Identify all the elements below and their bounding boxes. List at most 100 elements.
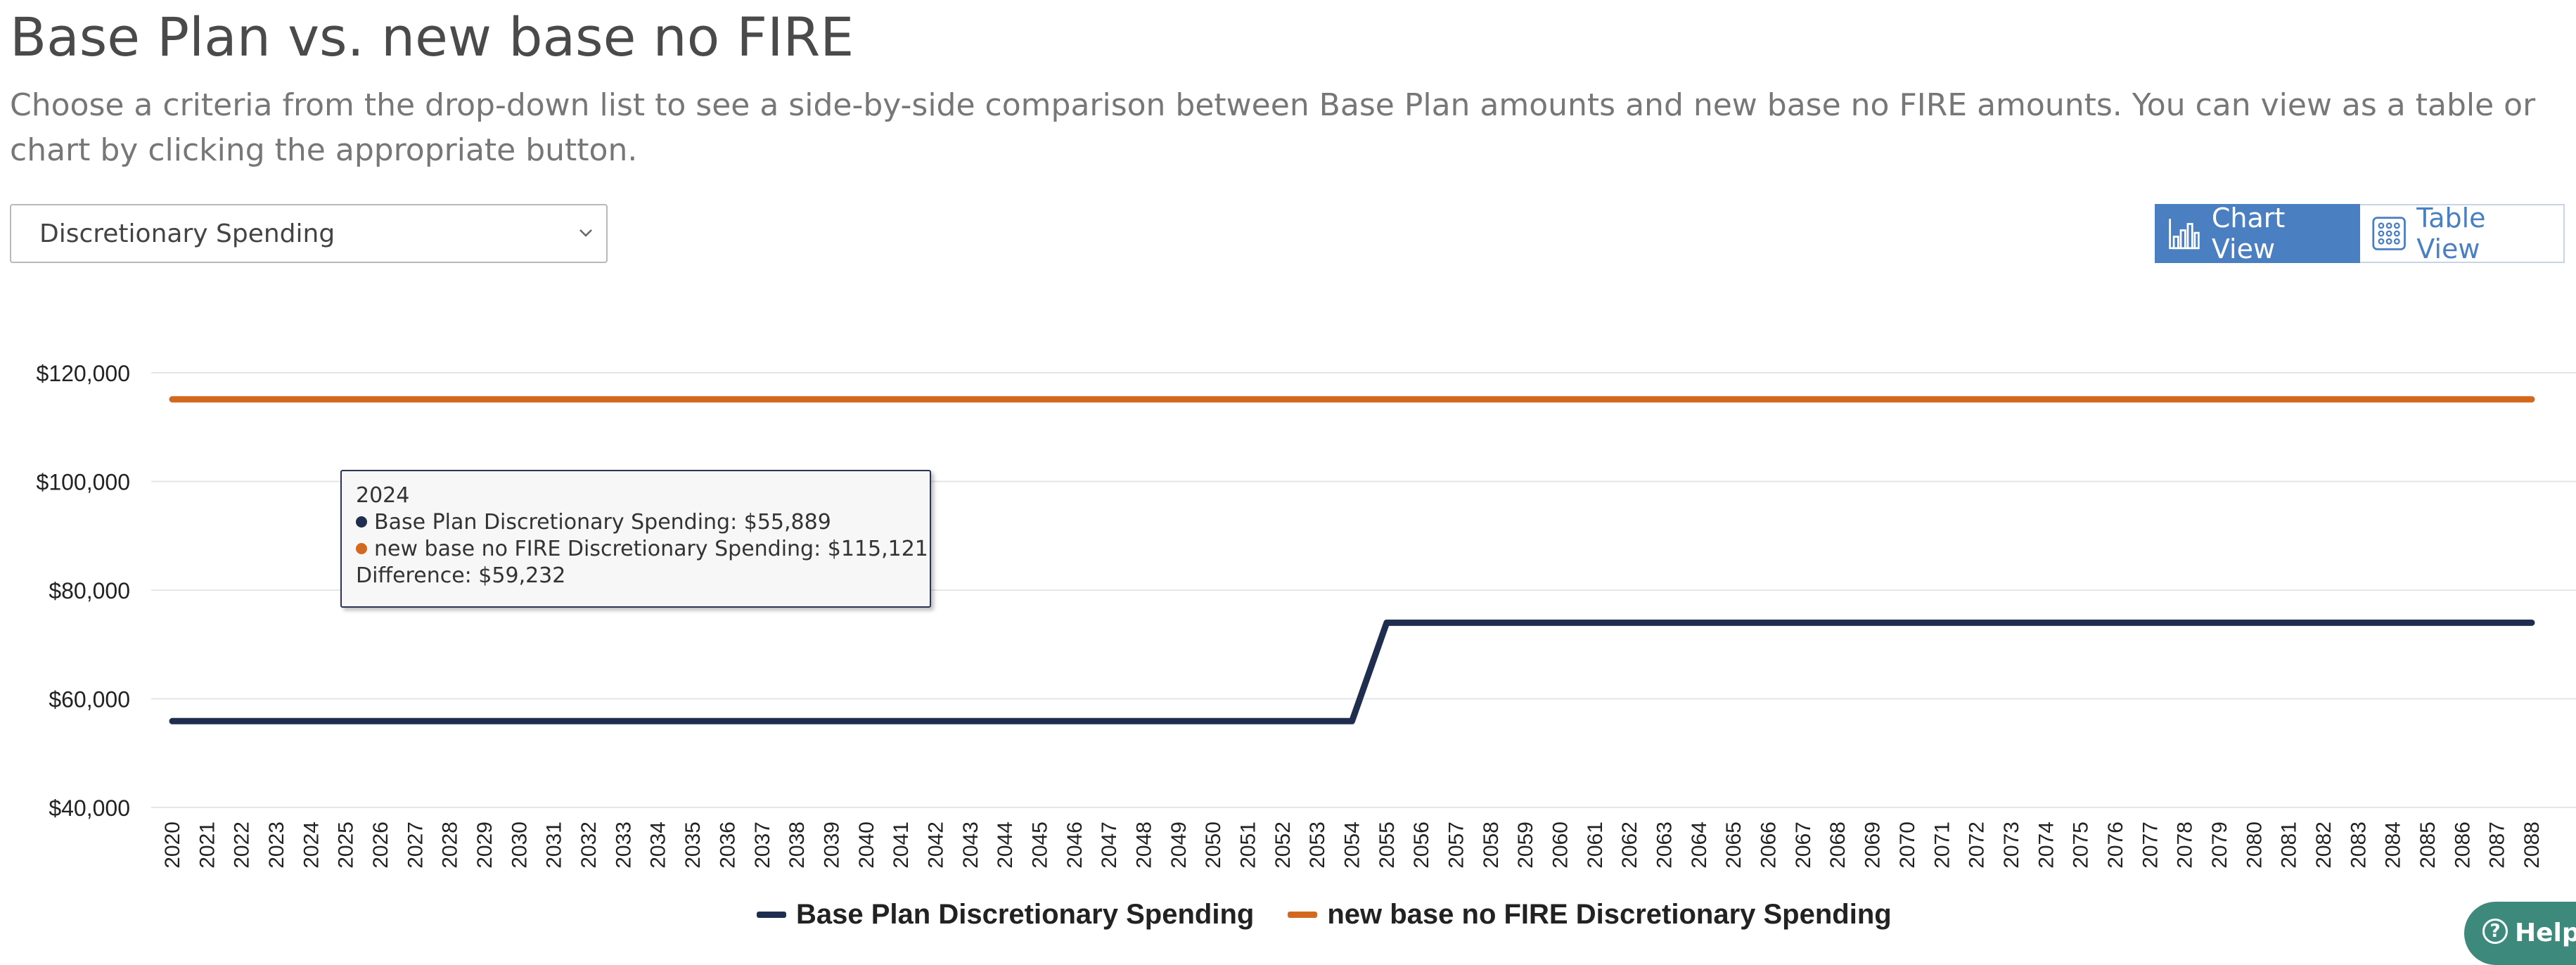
line-chart: $40,000 $60,000 $80,000 $100,000 $120,000 202… <box>37 361 2576 869</box>
x-tick-label: 2071 <box>1930 822 1954 869</box>
question-icon: ? <box>2482 919 2508 944</box>
x-tick-label: 2035 <box>681 822 705 869</box>
y-tick-label: $40,000 <box>49 795 130 821</box>
x-tick-label: 2023 <box>265 822 288 869</box>
x-tick-label: 2057 <box>1445 822 1468 869</box>
x-tick-label: 2059 <box>1514 822 1537 869</box>
x-tick-label: 2028 <box>439 822 462 869</box>
x-tick-label: 2033 <box>612 822 635 869</box>
x-tick-label: 2077 <box>2139 822 2162 869</box>
x-tick-label: 2062 <box>1618 822 1641 869</box>
bar-chart-icon <box>2169 219 2200 250</box>
x-tick-label: 2066 <box>1757 822 1781 869</box>
chart-tooltip: 2024 Base Plan Discretionary Spending: $… <box>340 470 931 608</box>
x-tick-label: 2086 <box>2451 822 2474 869</box>
x-tick-label: 2044 <box>994 822 1017 869</box>
legend-swatch-nofire <box>1288 912 1318 918</box>
x-tick-label: 2076 <box>2104 822 2127 869</box>
x-tick-label: 2067 <box>1792 822 1815 869</box>
x-tick-label: 2036 <box>716 822 739 869</box>
legend-item-nofire[interactable]: new base no FIRE Discretionary Spending <box>1288 899 1892 931</box>
legend-swatch-base <box>757 912 786 918</box>
help-button[interactable]: ? Help <box>2464 902 2576 965</box>
x-tick-label: 2026 <box>369 822 392 869</box>
tooltip-row-base: Base Plan Discretionary Spending: $55,88… <box>356 509 930 536</box>
series-dot-base <box>356 516 367 528</box>
x-tick-label: 2060 <box>1549 822 1572 869</box>
chart-view-button[interactable]: Chart View <box>2155 203 2360 264</box>
help-label: Help <box>2515 919 2576 947</box>
legend-label-base: Base Plan Discretionary Spending <box>796 899 1255 930</box>
legend-label-nofire: new base no FIRE Discretionary Spending <box>1327 899 1892 930</box>
page-title: Base Plan vs. new base no FIRE <box>10 6 854 68</box>
x-tick-label: 2069 <box>1861 822 1885 869</box>
x-tick-label: 2041 <box>890 822 913 869</box>
chevron-down-icon <box>579 229 592 237</box>
x-tick-label: 2038 <box>786 822 809 869</box>
x-tick-label: 2085 <box>2416 822 2440 869</box>
x-tick-label: 2039 <box>820 822 843 869</box>
x-tick-label: 2078 <box>2174 822 2197 869</box>
chart-view-label: Chart View <box>2211 203 2286 264</box>
x-tick-label: 2029 <box>473 822 496 869</box>
x-tick-label: 2049 <box>1167 822 1191 869</box>
x-tick-label: 2048 <box>1132 822 1155 869</box>
x-tick-label: 2070 <box>1896 822 1919 869</box>
view-toggle: Chart View Table View <box>2155 203 2565 264</box>
chart-legend: Base Plan Discretionary Spending new bas… <box>757 899 1925 931</box>
x-tick-label: 2031 <box>543 822 566 869</box>
x-tick-label: 2080 <box>2243 822 2266 869</box>
x-tick-label: 2065 <box>1722 822 1745 869</box>
series-dot-nofire <box>356 543 367 554</box>
x-tick-label: 2042 <box>924 822 947 869</box>
tooltip-nofire-text: new base no FIRE Discretionary Spending:… <box>374 537 928 561</box>
x-tick-label: 2021 <box>196 822 219 869</box>
tooltip-base-text: Base Plan Discretionary Spending: $55,88… <box>374 510 831 535</box>
x-tick-label: 2034 <box>647 822 670 869</box>
table-view-label: Table View <box>2416 203 2486 264</box>
x-tick-label: 2052 <box>1271 822 1295 869</box>
y-tick-label: $100,000 <box>37 470 130 495</box>
y-tick-label: $80,000 <box>49 578 130 603</box>
tooltip-row-nofire: new base no FIRE Discretionary Spending:… <box>356 536 930 563</box>
x-tick-label: 2081 <box>2278 822 2301 869</box>
x-tick-label: 2056 <box>1410 822 1433 869</box>
table-view-button[interactable]: Table View <box>2360 203 2565 264</box>
x-tick-label: 2040 <box>855 822 878 869</box>
x-tick-label: 2058 <box>1480 822 1503 869</box>
x-tick-label: 2037 <box>751 822 774 869</box>
x-tick-label: 2072 <box>1966 822 1989 869</box>
x-tick-label: 2046 <box>1063 822 1087 869</box>
x-tick-label: 2051 <box>1236 822 1260 869</box>
legend-item-base[interactable]: Base Plan Discretionary Spending <box>757 899 1254 931</box>
x-tick-label: 2025 <box>335 822 358 869</box>
tooltip-year: 2024 <box>356 483 410 508</box>
series-line-base <box>169 619 2535 724</box>
x-tick-label: 2045 <box>1028 822 1051 869</box>
x-tick-label: 2022 <box>231 822 254 869</box>
x-tick-label: 2087 <box>2486 822 2509 869</box>
x-tick-label: 2043 <box>959 822 982 869</box>
x-tick-label: 2074 <box>2034 822 2058 869</box>
x-tick-label: 2083 <box>2347 822 2370 869</box>
page-description: Choose a criteria from the drop-down lis… <box>10 87 2536 168</box>
x-tick-label: 2027 <box>404 822 427 869</box>
x-tick-label: 2054 <box>1341 822 1364 869</box>
x-tick-label: 2068 <box>1826 822 1850 869</box>
y-tick-label: $120,000 <box>37 361 130 386</box>
x-tick-label: 2084 <box>2382 822 2405 869</box>
x-tick-label: 2061 <box>1584 822 1607 869</box>
x-tick-label: 2047 <box>1098 822 1121 869</box>
x-tick-label: 2082 <box>2312 822 2335 869</box>
criteria-selected-value: Discretionary Spending <box>39 219 335 248</box>
x-tick-label: 2075 <box>2070 822 2093 869</box>
table-grid-icon <box>2372 217 2406 250</box>
x-tick-label: 2020 <box>161 822 184 869</box>
x-tick-label: 2055 <box>1376 822 1399 869</box>
x-tick-label: 2032 <box>577 822 601 869</box>
x-tick-label: 2073 <box>2000 822 2023 869</box>
criteria-dropdown[interactable]: Discretionary Spending <box>10 204 608 263</box>
x-tick-label: 2050 <box>1202 822 1225 869</box>
x-tick-label: 2079 <box>2208 822 2231 869</box>
x-tick-label: 2063 <box>1653 822 1677 869</box>
